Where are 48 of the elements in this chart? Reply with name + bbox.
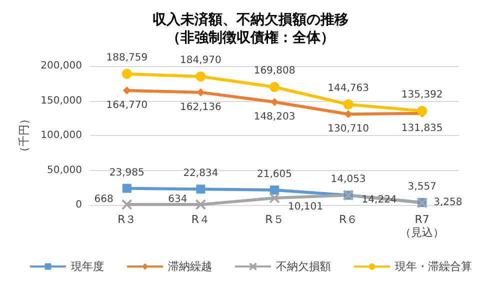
data-label: 130,710 (328, 124, 369, 135)
data-label: 14,053 (330, 174, 366, 186)
legend-label: 現年度 (71, 260, 104, 273)
point (270, 82, 280, 92)
y-tick-label: 200,000 (40, 60, 82, 72)
point (122, 86, 131, 94)
point (270, 185, 279, 194)
data-label: 135,392 (401, 89, 443, 100)
point (122, 184, 132, 193)
data-label: 668 (94, 194, 114, 206)
data-label: 184,970 (180, 54, 222, 66)
data-label: 131,835 (401, 122, 443, 134)
y-tick-label: 100,000 (40, 130, 82, 141)
x-tick-label: R３ (118, 213, 136, 226)
data-label: 162,136 (180, 102, 222, 113)
x-tick-label: R４ (191, 213, 210, 226)
x-tick-label: R６ (338, 213, 358, 226)
data-label: 3,258 (434, 197, 462, 208)
point (196, 184, 206, 194)
data-label: 169,808 (254, 65, 296, 76)
point (196, 88, 205, 96)
point (343, 99, 354, 110)
data-label: 188,759 (106, 52, 148, 64)
x-tick-label: R５ (265, 213, 284, 226)
x-tick-label: R7 （見込） (400, 213, 444, 239)
data-label: 23,985 (109, 167, 144, 178)
data-label: 3,557 (408, 182, 436, 193)
point (417, 106, 428, 116)
data-label: 164,770 (106, 100, 148, 111)
data-label: 14,224 (362, 194, 397, 206)
chart-title: 収入未済額、不納欠損額の推移 (152, 11, 348, 28)
point (270, 98, 278, 106)
data-label: 10,101 (288, 201, 323, 212)
y-tick-label: 0 (76, 200, 82, 210)
chart-subtitle: （非強制徴収債権：全体） (166, 30, 334, 46)
data-label: 634 (168, 194, 188, 206)
y-axis-title: （千円） (18, 114, 31, 158)
legend-label: 滞納繰越 (168, 260, 212, 273)
point (196, 71, 206, 82)
legend-label: 不納欠損額 (276, 260, 331, 273)
y-tick-label: 150,000 (40, 95, 82, 106)
y-tick-label: 50,000 (47, 164, 82, 176)
point (122, 68, 132, 79)
legend-label: 現年・滞繰合算 (395, 260, 472, 273)
data-label: 22,834 (183, 168, 218, 180)
data-label: 21,605 (257, 168, 292, 180)
data-label: 144,763 (328, 82, 369, 94)
data-label: 148,203 (254, 112, 296, 122)
